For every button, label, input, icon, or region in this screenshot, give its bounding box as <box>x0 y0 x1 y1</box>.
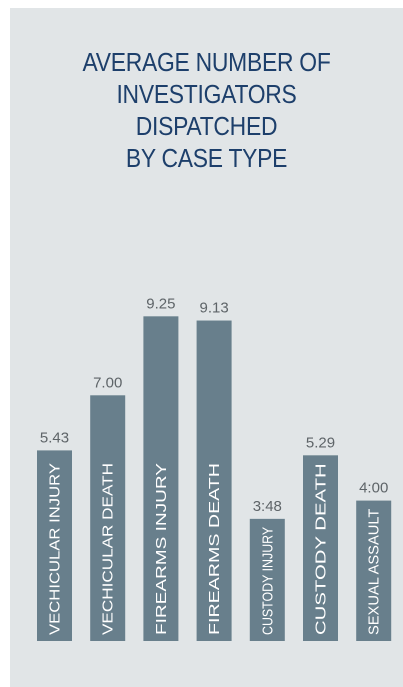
category-label-5: CUSTODY INJURY <box>259 527 276 635</box>
bar-4 <box>196 320 232 641</box>
bar-1 <box>37 450 72 641</box>
chart-title-line-1: AVERAGE NUMBER OF <box>82 47 331 77</box>
value-label-1: 5.43 <box>40 429 69 446</box>
bar-2 <box>90 395 126 641</box>
category-label-1: VECHICULAR INJURY <box>47 463 64 635</box>
bar-6 <box>303 455 338 641</box>
category-label-3: FIREARMS INJURY <box>153 463 170 635</box>
chart-title-line-3: DISPATCHED <box>135 111 278 141</box>
chart-title-line-2: INVESTIGATORS <box>116 79 297 109</box>
value-label-7: 4:00 <box>359 480 388 497</box>
category-label-7: SEXUAL ASSAULT <box>366 509 383 635</box>
bar-3 <box>143 316 179 641</box>
value-label-3: 9.25 <box>146 295 175 312</box>
bar-7 <box>356 500 392 641</box>
value-label-6: 5.29 <box>306 434 335 451</box>
value-label-4: 9.13 <box>199 300 228 317</box>
bar-5 <box>249 518 285 641</box>
value-label-2: 7.00 <box>93 374 122 391</box>
category-label-2: VECHICULAR DEATH <box>100 463 117 635</box>
category-label-6: CUSTODY DEATH <box>313 463 330 635</box>
value-label-5: 3:48 <box>253 498 282 515</box>
category-label-4: FIREARMS DEATH <box>206 463 223 635</box>
chart-title: AVERAGE NUMBER OF INVESTIGATORS DISPATCH… <box>34 46 380 174</box>
chart-title-line-4: BY CASE TYPE <box>125 143 288 173</box>
